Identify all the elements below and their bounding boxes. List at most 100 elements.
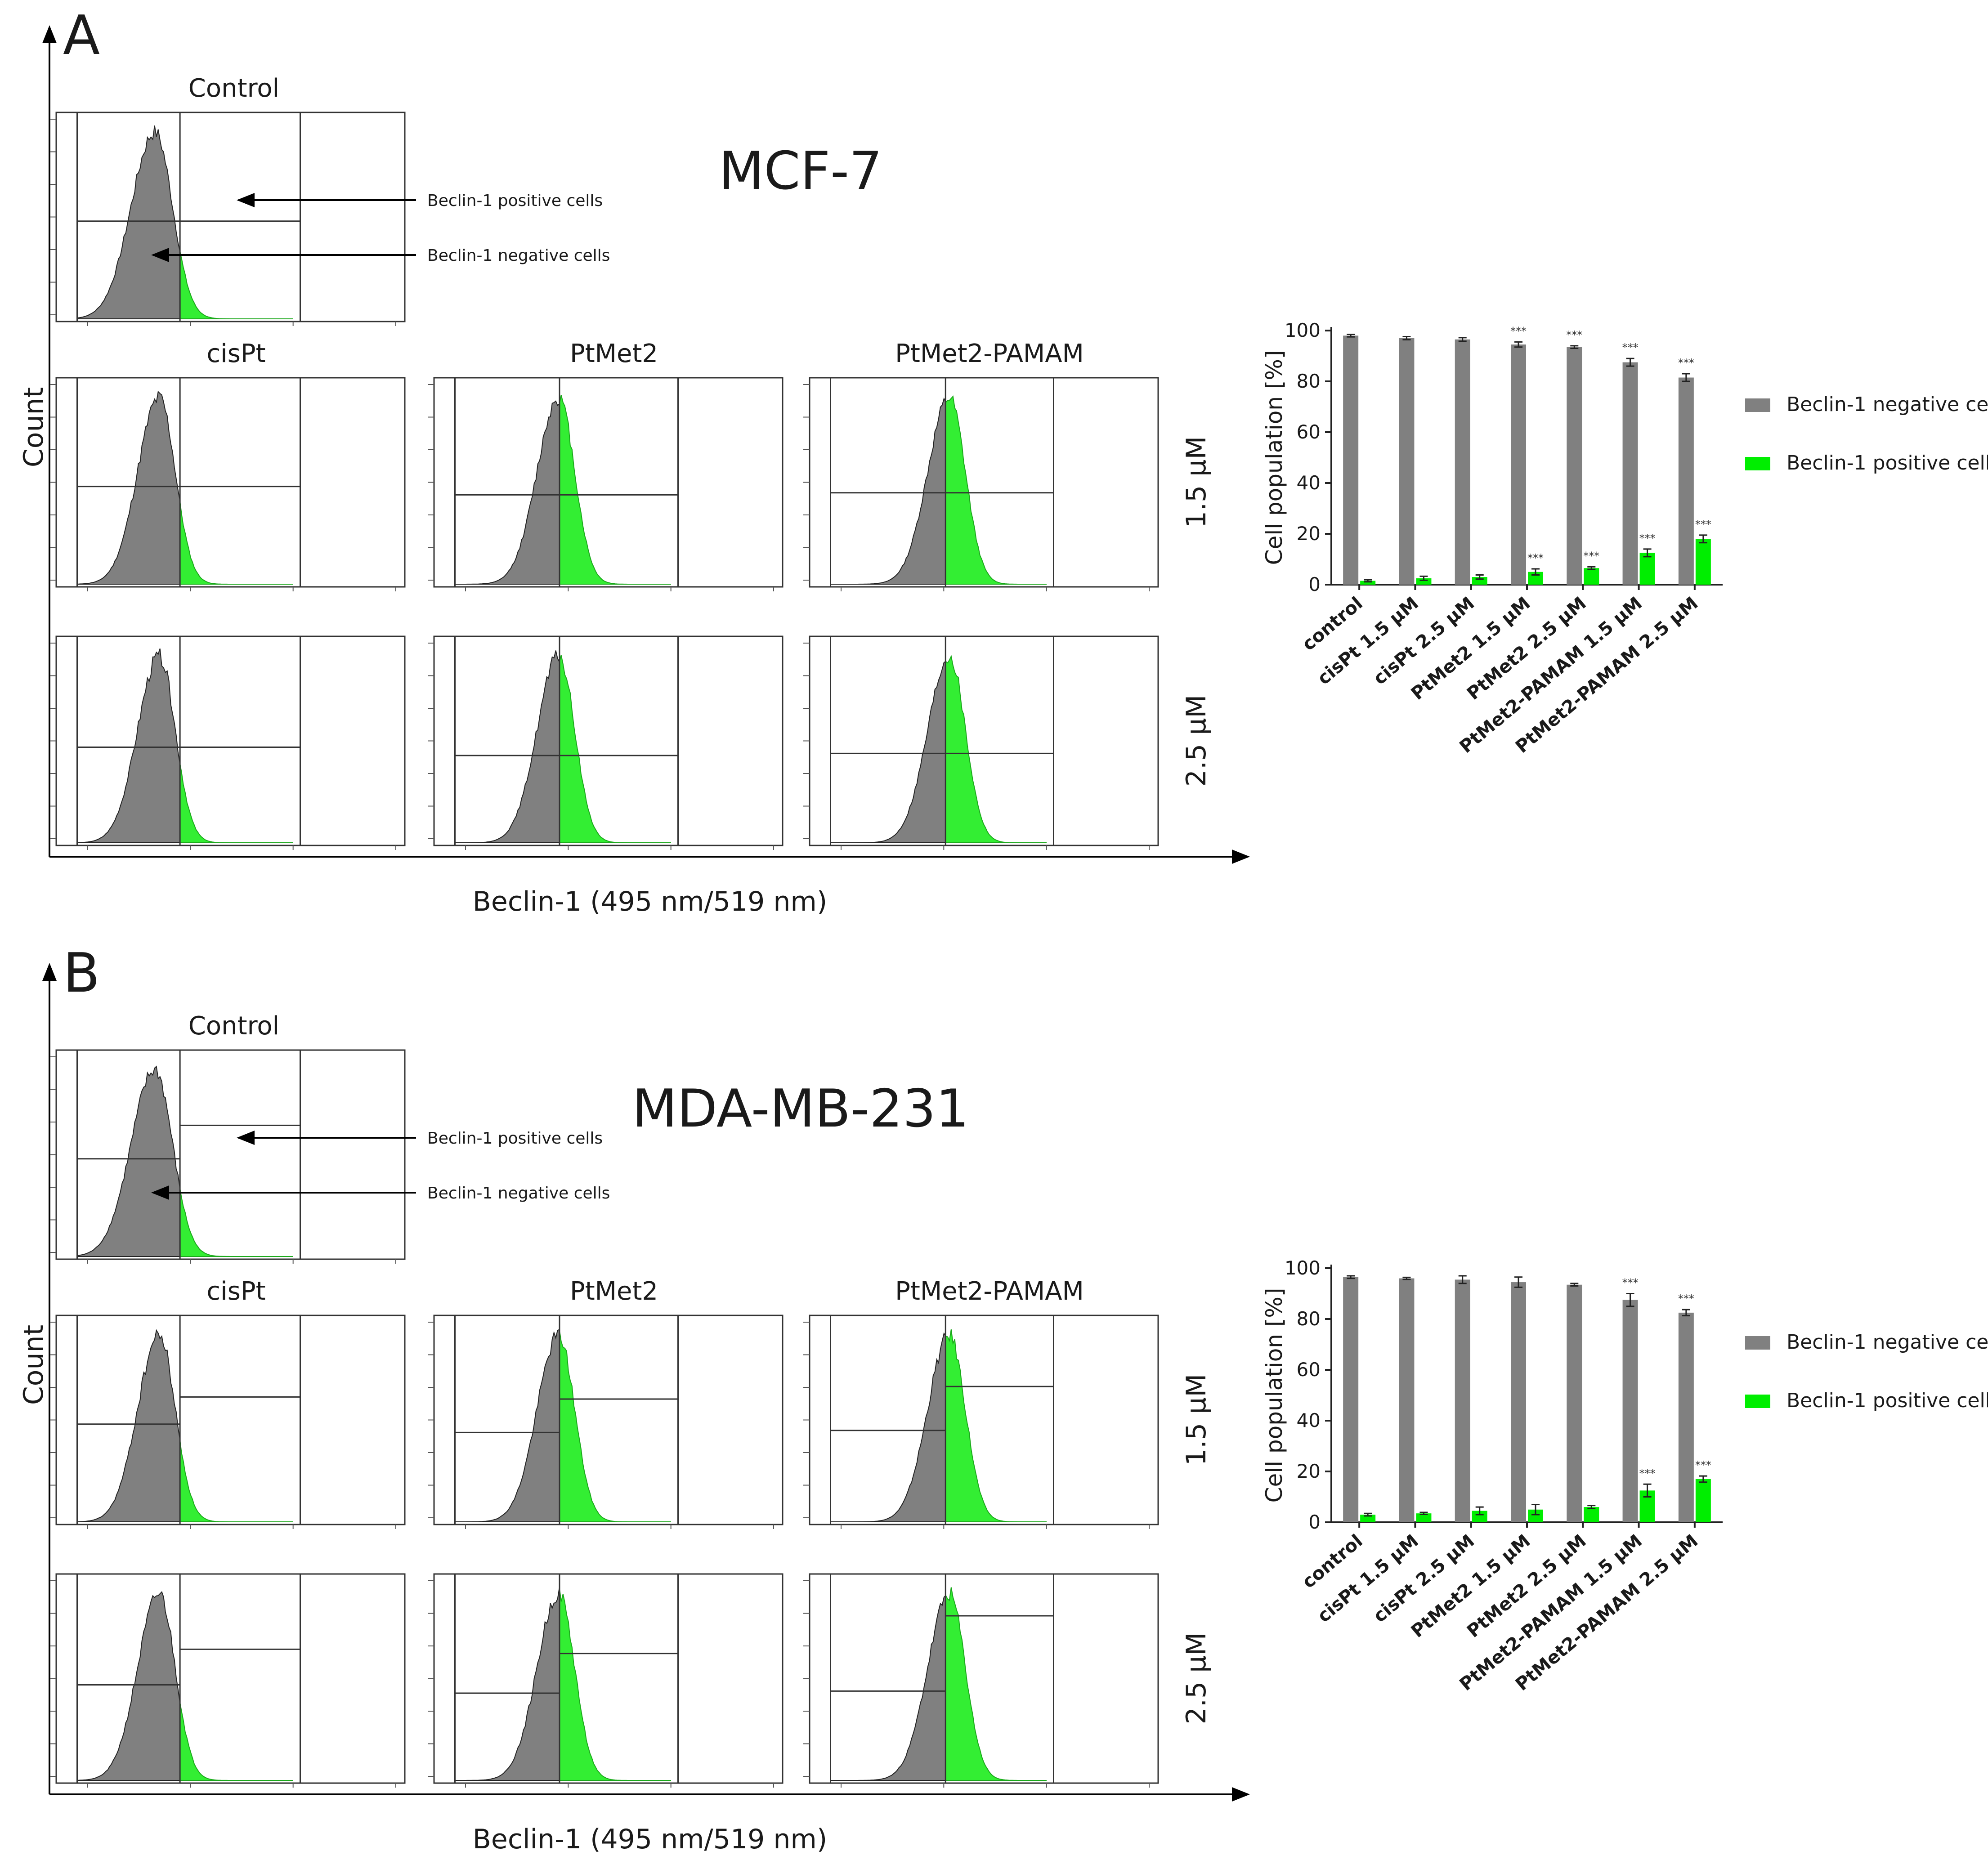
- annotation-positive: Beclin-1 positive cells: [427, 1129, 603, 1148]
- bar-y-tick-label: 20: [1297, 523, 1321, 545]
- bar-negative: [1455, 1279, 1470, 1522]
- bar-positive: [1360, 581, 1376, 585]
- positive-histogram: [945, 655, 1047, 843]
- positive-histogram: [945, 1329, 1047, 1522]
- annotation-negative: Beclin-1 negative cells: [427, 246, 610, 265]
- bar-y-axis-label: Cell population [%]: [1261, 350, 1287, 565]
- positive-histogram: [179, 1702, 293, 1781]
- panel-label: A: [63, 4, 100, 67]
- bar-negative: [1678, 1312, 1694, 1522]
- legend-swatch: [1745, 398, 1770, 412]
- negative-histogram: [830, 661, 946, 843]
- column-title: PtMet2: [570, 339, 658, 368]
- negative-histogram: [830, 1332, 946, 1522]
- bar-positive: [1584, 1507, 1599, 1522]
- fluorescence-axis-label: Beclin-1 (495 nm/519 nm): [473, 1824, 828, 1855]
- bar-negative: [1399, 1278, 1415, 1522]
- bar-y-tick-label: 80: [1297, 370, 1321, 392]
- bar-y-tick-label: 40: [1297, 472, 1321, 494]
- bar-positive: [1639, 553, 1655, 585]
- positive-histogram: [179, 501, 293, 585]
- histogram-frame: [433, 1315, 784, 1525]
- negative-histogram: [830, 397, 946, 585]
- bar-positive: [1695, 1479, 1711, 1522]
- column-title: PtMet2-PAMAM: [895, 339, 1084, 368]
- fluorescence-axis-label: Beclin-1 (495 nm/519 nm): [473, 886, 828, 917]
- column-title: PtMet2: [570, 1277, 658, 1306]
- significance-marker: ***: [1639, 532, 1656, 545]
- histogram-frame: [809, 377, 1159, 588]
- negative-histogram: [455, 1587, 560, 1781]
- dose-label: 1.5 μM: [1181, 436, 1212, 528]
- bar-negative: [1399, 338, 1415, 585]
- negative-histogram: [76, 648, 181, 843]
- negative-histogram: [455, 1329, 560, 1522]
- negative-histogram: [76, 1329, 181, 1522]
- positive-histogram: [559, 395, 671, 585]
- bar-negative: [1622, 1300, 1638, 1522]
- annotation-negative: Beclin-1 negative cells: [427, 1184, 610, 1203]
- negative-histogram: [455, 650, 560, 843]
- bar-positive: [1416, 1513, 1432, 1522]
- histogram-frame: [809, 1573, 1159, 1784]
- bar-negative: [1455, 339, 1470, 585]
- legend-label: Beclin-1 positive cells: [1787, 452, 1988, 474]
- dose-label: 2.5 μM: [1181, 695, 1212, 787]
- histogram-frame: [55, 1573, 406, 1784]
- bar-y-axis-label: Cell population [%]: [1261, 1288, 1287, 1503]
- legend-label: Beclin-1 positive cells: [1787, 1389, 1988, 1412]
- bar-y-tick-label: 100: [1285, 1257, 1321, 1279]
- negative-histogram: [76, 1065, 181, 1257]
- positive-histogram: [945, 1587, 1047, 1781]
- significance-marker: ***: [1622, 341, 1639, 354]
- bar-y-tick-label: 0: [1308, 1511, 1321, 1533]
- histogram-frame: [809, 1315, 1159, 1525]
- control-title: Control: [188, 1011, 279, 1041]
- bar-x-tick-label: cisPt 1.5 μM: [1314, 1530, 1423, 1627]
- histogram-frame: [55, 635, 406, 846]
- annotation-positive: Beclin-1 positive cells: [427, 192, 603, 210]
- bar-y-tick-label: 40: [1297, 1409, 1321, 1431]
- significance-marker: ***: [1695, 518, 1711, 531]
- column-title: cisPt: [206, 1277, 265, 1306]
- column-title: PtMet2-PAMAM: [895, 1277, 1084, 1306]
- significance-marker: ***: [1678, 357, 1694, 369]
- bar-negative: [1567, 1284, 1582, 1522]
- bar-y-tick-label: 60: [1297, 1359, 1321, 1381]
- negative-histogram: [830, 1594, 946, 1781]
- significance-marker: ***: [1527, 552, 1544, 564]
- histogram-frame: [433, 635, 784, 846]
- legend-swatch: [1745, 1395, 1770, 1408]
- bar-y-tick-label: 0: [1308, 573, 1321, 595]
- significance-marker: ***: [1639, 1467, 1656, 1480]
- negative-histogram: [76, 1591, 181, 1781]
- bar-y-tick-label: 100: [1285, 319, 1321, 341]
- bar-negative: [1511, 1282, 1526, 1522]
- count-axis-label: Count: [18, 1325, 49, 1405]
- positive-histogram: [179, 251, 293, 319]
- bar-x-tick-label: cisPt 1.5 μM: [1314, 593, 1423, 689]
- legend-swatch: [1745, 1336, 1770, 1350]
- significance-marker: ***: [1695, 1459, 1711, 1471]
- bar-y-tick-label: 60: [1297, 421, 1321, 443]
- significance-marker: ***: [1622, 1277, 1639, 1289]
- positive-histogram: [179, 1188, 293, 1257]
- positive-histogram: [945, 395, 1047, 585]
- positive-histogram: [179, 763, 293, 843]
- significance-marker: ***: [1583, 550, 1599, 562]
- legend-label: Beclin-1 negative cells: [1787, 393, 1988, 416]
- bar-y-tick-label: 80: [1297, 1308, 1321, 1330]
- legend-label: Beclin-1 negative cells: [1787, 1331, 1988, 1354]
- bar-positive: [1584, 568, 1599, 585]
- count-axis-label: Count: [18, 387, 49, 467]
- positive-histogram: [559, 1330, 671, 1522]
- positive-histogram: [179, 1440, 293, 1522]
- histogram-frame: [809, 635, 1159, 846]
- significance-marker: ***: [1510, 325, 1527, 337]
- dose-label: 2.5 μM: [1181, 1632, 1212, 1724]
- bar-negative: [1511, 344, 1526, 585]
- histogram-frame: [55, 1315, 406, 1525]
- positive-histogram: [559, 1588, 671, 1781]
